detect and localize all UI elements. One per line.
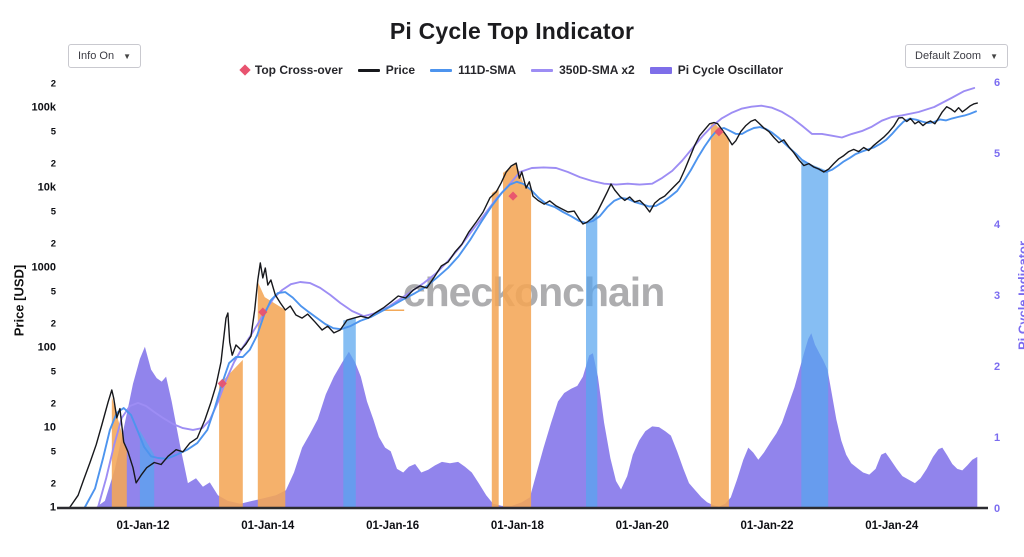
y-right-tick-label: 6 [994,77,1000,89]
x-tick-label: 01-Jan-14 [241,520,295,532]
x-tick-label: 01-Jan-18 [491,520,545,532]
top-zone-band [111,396,127,508]
chevron-down-icon: ▼ [990,51,998,61]
y-left-tick-label: 10k [38,182,57,194]
info-dropdown[interactable]: Info On ▼ [68,44,141,68]
x-tick-label: 01-Jan-16 [366,520,419,532]
x-tick-label: 01-Jan-12 [116,520,169,532]
watermark-underscore: _ [381,269,404,315]
bottom-zone-band [801,160,829,508]
y-left-tick-label: 10 [44,422,56,434]
y-left-tick-label: 5 [51,207,57,218]
y-axis-title-right: Pi Cycle Indicator [1015,240,1024,351]
y-left-tick-label: 1 [50,502,56,514]
y-right-tick-label: 3 [994,290,1000,302]
oscillator-area [95,333,978,508]
y-right-tick-label: 0 [994,503,1000,515]
y-right-tick-label: 4 [994,219,1001,231]
y-left-tick-label: 2 [51,158,56,169]
y-left-tick-label: 5 [51,367,57,378]
y-left-tick-label: 2 [51,238,56,249]
price-swatch-icon [357,68,380,72]
bottom-zone-band [343,318,356,508]
legend-item-sma111[interactable]: 111D-SMA [430,63,516,77]
x-tick-label: 01-Jan-20 [616,520,669,532]
legend-item-label: 350D-SMA x2 [559,63,635,77]
top-crossover-marker [258,307,268,317]
legend-item-label: Pi Cycle Oscillator [677,63,784,77]
price-line [69,102,978,508]
watermark: _checkonchain [381,269,665,316]
y-left-tick-label: 2 [51,398,56,409]
y-left-tick-label: 1000 [32,262,56,274]
y-left-tick-label: 2 [51,78,56,89]
legend: Top Cross-over Price 111D-SMA 350D-SMA x2 Pi… [0,63,1024,77]
y-left-tick-label: 5 [51,447,57,458]
zoom-dropdown-label: Default Zoom [915,50,982,62]
page-title: Pi Cycle Top Indicator [389,18,635,44]
y-left-tick-label: 100 [38,342,56,354]
y-left-tick-label: 2 [51,478,56,489]
top-zone-band [710,122,729,508]
top-zone-band [257,282,286,508]
sma111-line [84,110,977,508]
y-left-tick-label: 100k [32,102,57,114]
chevron-down-icon: ▼ [123,51,131,61]
y-left-tick-label: 2 [51,318,56,329]
watermark-text: checkonchain [402,269,665,315]
y-left-tick-label: 5 [51,287,57,298]
top-crossover-marker [217,378,227,389]
top-crossover-marker [714,127,724,137]
y-right-tick-label: 1 [994,432,1000,444]
zoom-dropdown[interactable]: Default Zoom ▼ [905,44,1008,68]
legend-item-sma350[interactable]: 350D-SMA x2 [531,63,635,77]
info-dropdown-label: Info On [78,50,115,62]
top-zone-band [503,163,532,509]
legend-item-top-crossover[interactable]: Top Cross-over [239,63,343,77]
sma111-swatch-icon [430,68,453,72]
y-left-tick-label: 5 [51,127,57,138]
y-axis-title-left: Price [USD] [11,264,27,337]
legend-item-label: 111D-SMA [458,63,517,77]
top-zone-band [219,359,243,508]
top-zone-band [491,188,499,509]
x-tick-label: 01-Jan-24 [865,520,919,532]
legend-item-label: Top Cross-over [254,63,343,77]
y-right-tick-label: 5 [994,148,1000,160]
bottom-zone-band [139,430,155,508]
x-tick-label: 01-Jan-22 [740,520,793,532]
legend-item-oscillator[interactable]: Pi Cycle Oscillator [649,63,784,77]
legend-item-label: Price [385,63,416,77]
sma350-swatch-icon [531,68,554,72]
top-crossover-marker [508,191,518,201]
y-right-tick-label: 2 [994,361,1000,373]
legend-item-price[interactable]: Price [357,63,416,77]
bottom-zone-band [586,212,598,508]
oscillator-swatch-icon [649,66,672,74]
